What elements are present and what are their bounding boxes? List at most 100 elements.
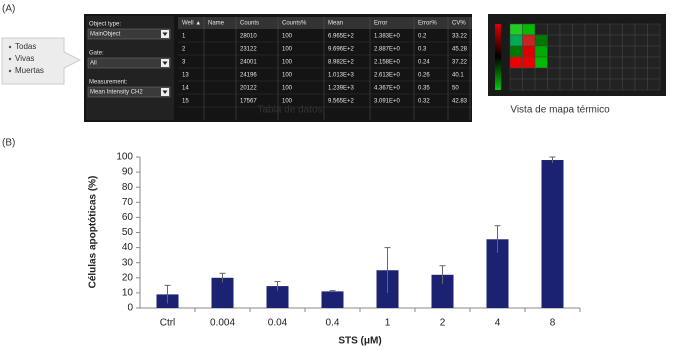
heat-cell: [597, 45, 611, 58]
heat-cell: [584, 45, 598, 58]
table-cell: 3: [182, 60, 186, 66]
heat-cell: [597, 78, 611, 91]
table-cell: 100: [282, 34, 293, 40]
dropdown[interactable]: [87, 57, 171, 69]
callout-box: [1, 37, 82, 85]
heat-cell: [547, 34, 561, 47]
heat-cell: [509, 34, 523, 47]
heat-cell: [522, 23, 536, 36]
bar: [431, 274, 454, 308]
table-caption: Tabla de datos: [257, 105, 322, 116]
arrow-icon: [162, 61, 168, 65]
callout-item: Muertas: [15, 66, 44, 75]
heat-cell: [584, 67, 598, 80]
column-header[interactable]: Well ▲: [182, 21, 201, 27]
column-header[interactable]: CV%: [452, 21, 466, 27]
table-cell: 1: [182, 34, 186, 40]
heat-cell: [509, 45, 523, 58]
table-cell: 1.013E+3: [328, 73, 355, 79]
controls: Object type: MainObject Gate: All Measuremen…: [87, 22, 171, 98]
heat-cell: [547, 23, 561, 36]
x-tick-label: 0.4: [326, 318, 340, 329]
dropdown-value: MainObject: [90, 32, 121, 38]
heat-cell: [522, 56, 536, 69]
table-cell: 9.565E+2: [328, 99, 355, 105]
x-tick-label: 4: [495, 318, 501, 329]
heat-cell: [647, 56, 661, 69]
heat-cell: [534, 34, 548, 47]
table-cell: 15: [182, 99, 189, 105]
heat-cell: [547, 56, 561, 69]
heat-cell: [534, 23, 548, 36]
heat-cell: [522, 67, 536, 80]
arrow-icon: [162, 90, 168, 94]
table-cell: 17567: [240, 99, 257, 105]
table-cell: 20122: [240, 86, 257, 92]
table-cell: 45.28: [452, 47, 468, 53]
heat-cell: [622, 67, 636, 80]
heat-cell: [609, 67, 623, 80]
column-header[interactable]: Mean: [328, 21, 343, 27]
y-tick-label: 50: [122, 227, 134, 238]
heat-cell: [559, 67, 573, 80]
heat-cell: [547, 67, 561, 80]
table-cell: 2.613E+0: [374, 73, 401, 79]
dropdown[interactable]: [87, 86, 171, 98]
column-header[interactable]: Error%: [418, 21, 437, 27]
dropdown[interactable]: [87, 28, 171, 40]
heat-cell: [547, 45, 561, 58]
table-cell: 33.22: [452, 34, 468, 40]
heat-cell: [509, 56, 523, 69]
heat-cell: [647, 78, 661, 91]
data-table: Well ▲ Name Counts Counts% Mean Error Error% CV…: [178, 17, 472, 120]
table-cell: 13: [182, 73, 189, 79]
y-tick-label: 30: [122, 257, 134, 268]
bar: [541, 160, 564, 308]
table-cell: 0.2: [418, 34, 427, 40]
heat-cell: [534, 67, 548, 80]
y-tick-label: 100: [116, 152, 133, 163]
heat-cell: [609, 45, 623, 58]
dropdown-value: Mean Intensity CH2: [90, 90, 143, 96]
column-header[interactable]: Counts%: [282, 21, 307, 27]
bullet: [8, 57, 12, 61]
table-cell: 6.965E+2: [328, 34, 355, 40]
heat-cell: [572, 78, 586, 91]
dropdown-value: All: [90, 61, 97, 67]
table-cell: 0.35: [418, 86, 430, 92]
arrow-icon: [162, 32, 168, 36]
heat-cell: [609, 34, 623, 47]
x-tick-label: 8: [550, 318, 556, 329]
heatmap-caption: Vista de mapa térmico: [510, 105, 610, 116]
bar: [486, 239, 509, 308]
y-tick-label: 0: [127, 303, 133, 314]
heat-cell: [547, 78, 561, 91]
heat-cell: [534, 78, 548, 91]
column-header[interactable]: Name: [208, 21, 225, 27]
bar: [321, 291, 344, 308]
heat-cell: [622, 78, 636, 91]
column-header[interactable]: Counts: [240, 21, 259, 27]
heat-cell: [509, 23, 523, 36]
heat-cell: [647, 23, 661, 36]
table-cell: 8.982E+2: [328, 60, 355, 66]
callout-item: Vivas: [15, 54, 34, 63]
table-cell: 0.32: [418, 99, 430, 105]
table-cell: 40.1: [452, 73, 464, 79]
heat-cell: [622, 23, 636, 36]
bar: [211, 277, 234, 308]
table-cell: 3.091E+0: [374, 99, 401, 105]
table-cell: 0.26: [418, 73, 430, 79]
callout-list: Todas Vivas Muertas: [8, 42, 44, 75]
heat-cell: [634, 67, 648, 80]
column-header[interactable]: Error: [374, 21, 387, 27]
table-cell: 100: [282, 86, 293, 92]
heat-cell: [647, 34, 661, 47]
panel-label: (A): [2, 4, 15, 15]
control-label: Gate:: [89, 51, 104, 57]
heat-cell: [584, 34, 598, 47]
heat-cell: [584, 78, 598, 91]
table-cell: 24001: [240, 60, 257, 66]
heat-cell: [634, 23, 648, 36]
bar: [266, 286, 289, 308]
